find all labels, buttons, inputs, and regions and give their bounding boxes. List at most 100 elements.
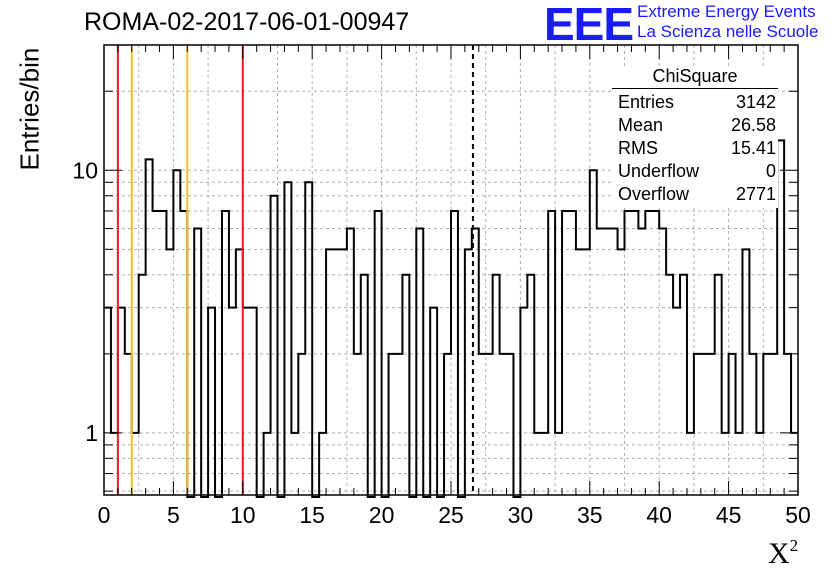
histogram-bin: [236, 249, 243, 495]
stats-name: Mean: [618, 115, 664, 135]
histogram-bin: [146, 159, 153, 495]
histogram-bin: [749, 354, 756, 495]
x-tick-label: 5: [167, 502, 180, 528]
histogram-bin: [208, 308, 215, 495]
histogram-bin: [166, 249, 173, 495]
histogram-bin: [375, 211, 382, 495]
histogram-bin: [645, 211, 652, 495]
histogram-bin: [534, 433, 541, 495]
x-tick-label: 35: [577, 502, 603, 528]
histogram-bin: [666, 275, 673, 495]
histogram-bin: [479, 354, 486, 495]
histogram-bin: [687, 433, 694, 495]
histogram-bin: [139, 275, 146, 495]
logo-line-2: La Scienza nelle Scuole: [637, 22, 819, 41]
histogram-bin: [652, 211, 659, 495]
histogram-bin: [770, 354, 777, 495]
histogram-bin: [340, 249, 347, 495]
histogram-bin: [548, 211, 555, 495]
x-tick-label: 10: [230, 502, 256, 528]
histogram-bin: [229, 308, 236, 495]
histogram-bin: [590, 170, 597, 495]
x-axis-label: X2: [768, 536, 798, 571]
histogram-bin: [250, 308, 257, 495]
histogram-bin: [222, 211, 229, 495]
histogram-bin: [631, 211, 638, 495]
x-axis-label-base: X: [768, 537, 790, 570]
stats-value: 2771: [735, 184, 776, 204]
histogram-bin: [777, 140, 784, 495]
x-axis-label-superscript: 2: [789, 536, 799, 555]
histogram-bin: [500, 354, 507, 495]
histogram-bin: [243, 308, 250, 495]
stats-row-mean: Mean 26.58: [618, 115, 776, 137]
histogram-bin: [444, 354, 451, 495]
x-tick-label: 0: [98, 502, 111, 528]
histogram-bin: [430, 308, 437, 495]
stats-row-overflow: Overflow 2771: [618, 184, 776, 206]
x-tick-label: 40: [646, 502, 672, 528]
x-tick-label: 50: [785, 502, 811, 528]
histogram-bin: [111, 433, 118, 495]
histogram-bin: [555, 433, 562, 495]
histogram-bin: [354, 354, 361, 495]
histogram-bin: [791, 433, 798, 495]
histogram-bin: [486, 354, 493, 495]
histogram-bin: [416, 229, 423, 495]
stats-value: 26.58: [730, 115, 776, 135]
histogram-bin: [638, 229, 645, 495]
eee-logo: EEE: [544, 0, 634, 50]
histogram-bin: [618, 249, 625, 495]
histogram-bin: [701, 354, 708, 495]
histogram-bin: [742, 249, 749, 495]
histogram-bin: [604, 229, 611, 495]
histogram-bin: [576, 249, 583, 495]
histogram-bin: [118, 308, 125, 495]
histogram-bin: [659, 229, 666, 495]
histogram-bin: [507, 354, 514, 495]
stats-value: 0: [765, 161, 776, 181]
stats-divider: [612, 88, 778, 89]
histogram-bin: [465, 249, 472, 495]
histogram-bin: [694, 354, 701, 495]
x-tick-label: 45: [716, 502, 742, 528]
histogram-bin: [451, 211, 458, 495]
histogram-bin: [562, 211, 569, 495]
stats-name: Entries: [618, 92, 675, 112]
histogram-bin: [271, 196, 278, 495]
histogram-bin: [493, 275, 500, 495]
y-tick-label: 1: [85, 420, 98, 446]
stats-value: 15.41: [730, 138, 776, 158]
histogram-bin: [173, 170, 180, 495]
y-tick-label: 10: [72, 157, 98, 183]
histogram-bin: [194, 229, 201, 495]
histogram-bin: [729, 354, 736, 495]
x-tick-label: 15: [299, 502, 325, 528]
stats-name: RMS: [618, 138, 658, 158]
x-tick-label: 20: [369, 502, 395, 528]
chart-title: ROMA-02-2017-06-01-00947: [84, 8, 410, 36]
histogram-bin: [611, 229, 618, 495]
histogram-bin: [180, 211, 187, 495]
histogram-bin: [347, 229, 354, 495]
histogram-bin: [104, 308, 111, 495]
histogram-bin: [527, 275, 534, 495]
histogram-bin: [125, 354, 132, 495]
histogram-bin: [569, 211, 576, 495]
logo-line-1: Extreme Energy Events: [637, 2, 816, 21]
stats-row-underflow: Underflow 0: [618, 161, 776, 183]
histogram-bin: [673, 308, 680, 495]
stats-name: Underflow: [618, 161, 700, 181]
histogram-bin: [284, 182, 291, 495]
histogram-bin: [160, 211, 167, 495]
stats-row-entries: Entries 3142: [618, 92, 776, 114]
stats-value: 3142: [735, 92, 776, 112]
histogram-bin: [264, 433, 271, 495]
histogram-bin: [763, 354, 770, 495]
histogram-bin: [319, 433, 326, 495]
histogram-bin: [132, 433, 139, 495]
stats-name: Overflow: [618, 184, 690, 204]
histogram-bin: [597, 229, 604, 495]
histogram-bin: [298, 354, 305, 495]
x-tick-label: 25: [438, 502, 464, 528]
